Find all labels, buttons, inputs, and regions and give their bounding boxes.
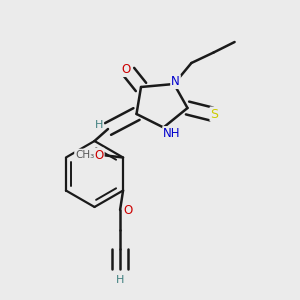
Text: NH: NH xyxy=(163,127,181,140)
Text: N: N xyxy=(171,75,180,88)
Text: H: H xyxy=(116,275,124,285)
Text: S: S xyxy=(211,107,218,121)
Text: O: O xyxy=(124,203,133,217)
Text: O: O xyxy=(94,148,104,162)
Text: H: H xyxy=(95,119,103,130)
Text: CH₃: CH₃ xyxy=(75,149,94,160)
Text: O: O xyxy=(122,63,130,76)
